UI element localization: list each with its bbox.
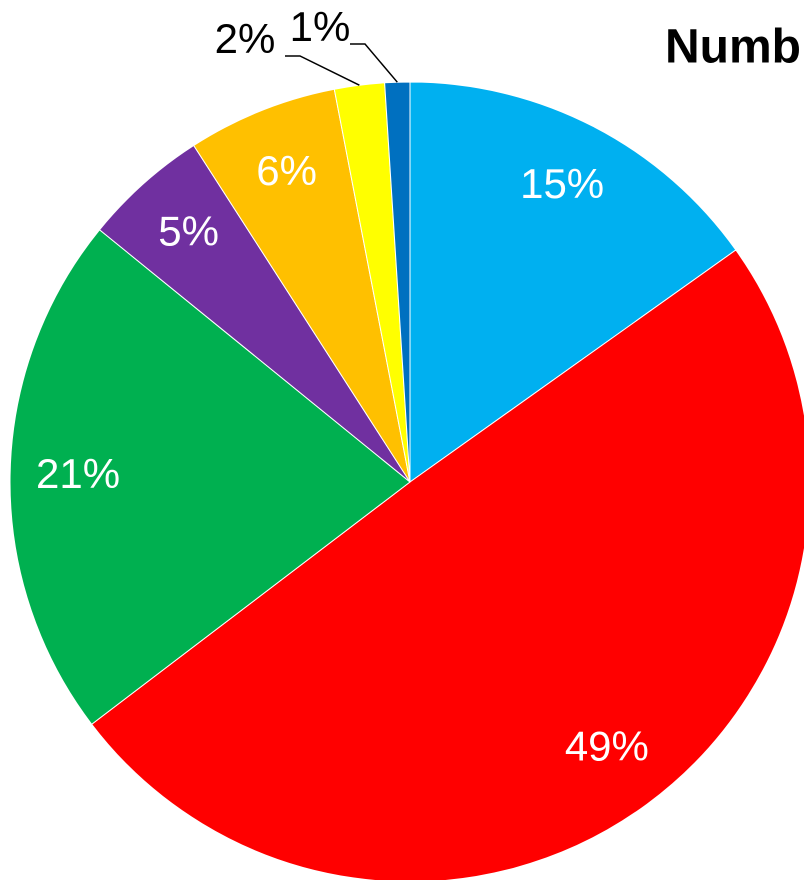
pie-slice	[9, 229, 411, 725]
data-label: 21%	[36, 450, 120, 497]
data-label: 5%	[158, 208, 219, 255]
data-label: 1%	[290, 3, 351, 50]
data-label: 49%	[565, 722, 649, 769]
pie-slice	[193, 88, 411, 483]
pie-slice	[409, 81, 737, 483]
chart-title: Numb	[665, 21, 801, 74]
leader-line	[285, 55, 360, 86]
data-label: 2%	[215, 15, 276, 62]
data-label: 6%	[256, 147, 317, 194]
leader-line	[350, 43, 398, 83]
pie-slice	[90, 249, 804, 880]
data-label: 15%	[520, 160, 604, 207]
